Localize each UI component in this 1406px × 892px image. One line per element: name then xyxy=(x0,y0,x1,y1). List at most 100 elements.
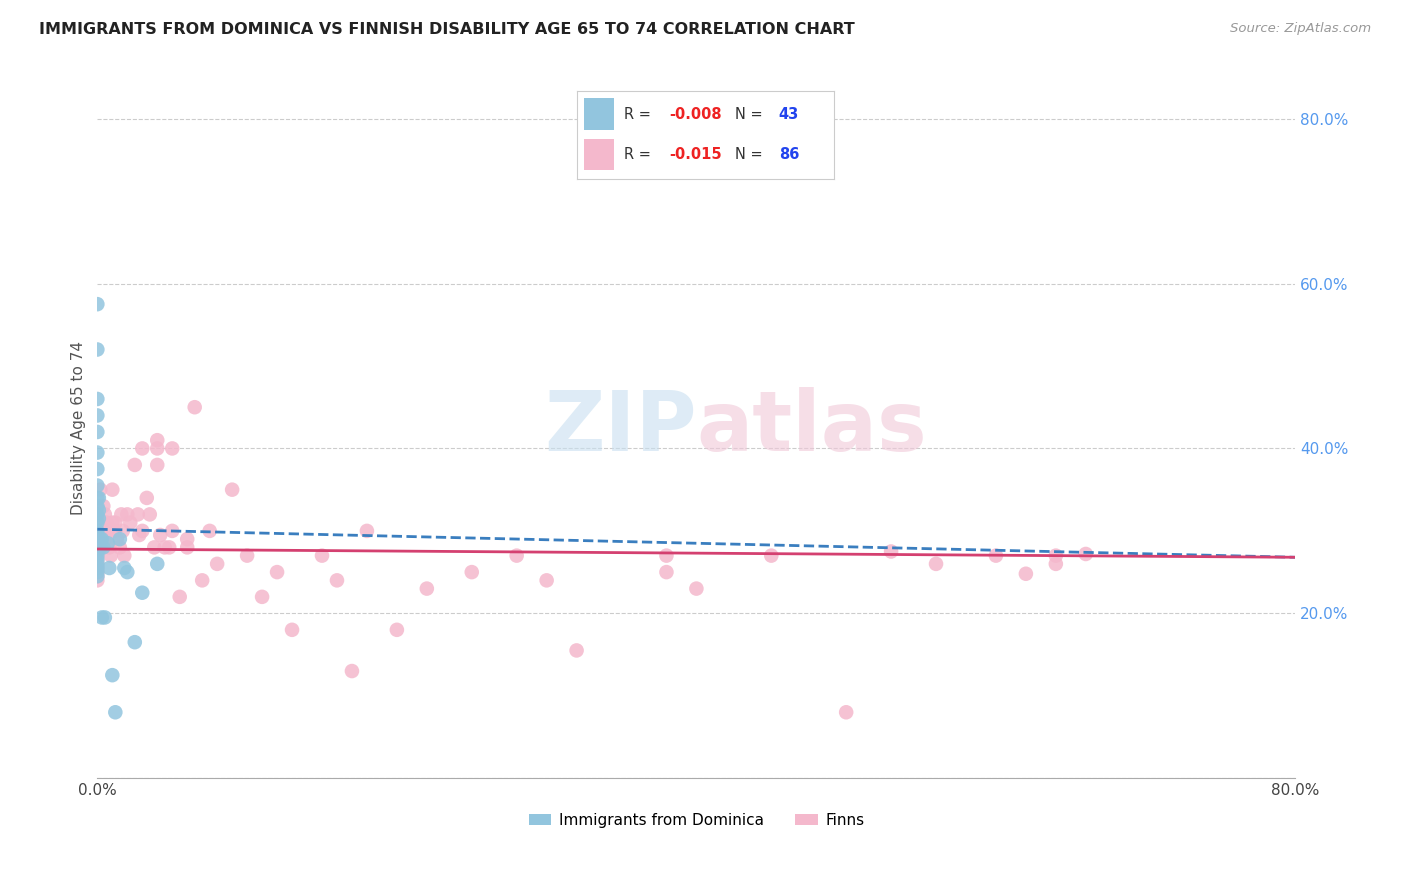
Point xyxy=(86,536,108,550)
Point xyxy=(117,565,139,579)
Point xyxy=(385,623,408,637)
Point xyxy=(86,541,108,555)
Point xyxy=(101,483,124,497)
Point xyxy=(86,478,108,492)
Text: ZIP: ZIP xyxy=(544,387,696,468)
Point xyxy=(655,549,678,563)
Point xyxy=(93,541,115,555)
Point xyxy=(176,532,198,546)
Point xyxy=(94,508,117,522)
Text: atlas: atlas xyxy=(696,387,927,468)
Point xyxy=(86,425,108,439)
Point xyxy=(146,458,169,472)
Point xyxy=(111,524,134,538)
Point xyxy=(198,524,221,538)
Point xyxy=(87,503,110,517)
Point xyxy=(160,524,183,538)
Point xyxy=(1045,549,1067,563)
Point xyxy=(112,549,135,563)
Point xyxy=(86,528,108,542)
Point xyxy=(101,668,124,682)
Point xyxy=(86,557,108,571)
Point xyxy=(86,528,108,542)
Point xyxy=(153,541,176,555)
Point xyxy=(146,557,169,571)
Y-axis label: Disability Age 65 to 74: Disability Age 65 to 74 xyxy=(72,341,86,515)
Point xyxy=(86,445,108,459)
Point xyxy=(685,582,707,596)
Point xyxy=(311,549,333,563)
Point xyxy=(86,508,108,522)
Point xyxy=(86,565,108,579)
Point xyxy=(94,610,117,624)
Point xyxy=(86,565,108,579)
Point xyxy=(221,483,243,497)
Point xyxy=(143,541,166,555)
Point xyxy=(86,516,108,530)
Point xyxy=(86,553,108,567)
Point xyxy=(86,544,108,558)
Point xyxy=(191,574,214,588)
Point xyxy=(86,532,108,546)
Point xyxy=(98,541,121,555)
Point xyxy=(416,582,439,596)
Point xyxy=(169,590,191,604)
Point xyxy=(89,532,111,546)
Point xyxy=(131,442,153,456)
Point xyxy=(505,549,527,563)
Point xyxy=(835,706,858,720)
Point xyxy=(340,664,363,678)
Point xyxy=(87,511,110,525)
Point xyxy=(128,528,150,542)
Point xyxy=(86,574,108,588)
Point xyxy=(97,536,120,550)
Point xyxy=(110,508,132,522)
Point xyxy=(461,565,484,579)
Point xyxy=(86,553,108,567)
Point xyxy=(157,541,180,555)
Point xyxy=(86,462,108,476)
Point xyxy=(86,499,108,513)
Point xyxy=(139,508,162,522)
Point xyxy=(925,557,948,571)
Point xyxy=(149,528,172,542)
Point xyxy=(120,516,142,530)
Point xyxy=(356,524,378,538)
Text: IMMIGRANTS FROM DOMINICA VS FINNISH DISABILITY AGE 65 TO 74 CORRELATION CHART: IMMIGRANTS FROM DOMINICA VS FINNISH DISA… xyxy=(39,22,855,37)
Point xyxy=(94,532,117,546)
Point xyxy=(86,549,108,563)
Point xyxy=(86,541,108,555)
Point xyxy=(127,508,149,522)
Legend: Immigrants from Dominica, Finns: Immigrants from Dominica, Finns xyxy=(523,806,870,834)
Point xyxy=(655,565,678,579)
Point xyxy=(176,541,198,555)
Point xyxy=(135,491,157,505)
Point xyxy=(87,516,110,530)
Point xyxy=(89,483,111,497)
Point xyxy=(1015,566,1038,581)
Point xyxy=(104,516,127,530)
Point xyxy=(104,706,127,720)
Point xyxy=(86,532,108,546)
Point xyxy=(90,610,112,624)
Point xyxy=(281,623,304,637)
Point xyxy=(146,442,169,456)
Point xyxy=(86,491,108,505)
Point xyxy=(86,561,108,575)
Point xyxy=(86,569,108,583)
Point xyxy=(87,491,110,505)
Point xyxy=(86,549,108,563)
Point xyxy=(86,557,108,571)
Point xyxy=(326,574,349,588)
Point xyxy=(89,541,111,555)
Point xyxy=(1074,547,1097,561)
Point xyxy=(103,524,125,538)
Point xyxy=(90,532,112,546)
Point xyxy=(124,458,146,472)
Point xyxy=(266,565,288,579)
Point xyxy=(146,433,169,447)
Point xyxy=(536,574,558,588)
Point xyxy=(131,585,153,599)
Point xyxy=(108,532,131,546)
Point xyxy=(86,561,108,575)
